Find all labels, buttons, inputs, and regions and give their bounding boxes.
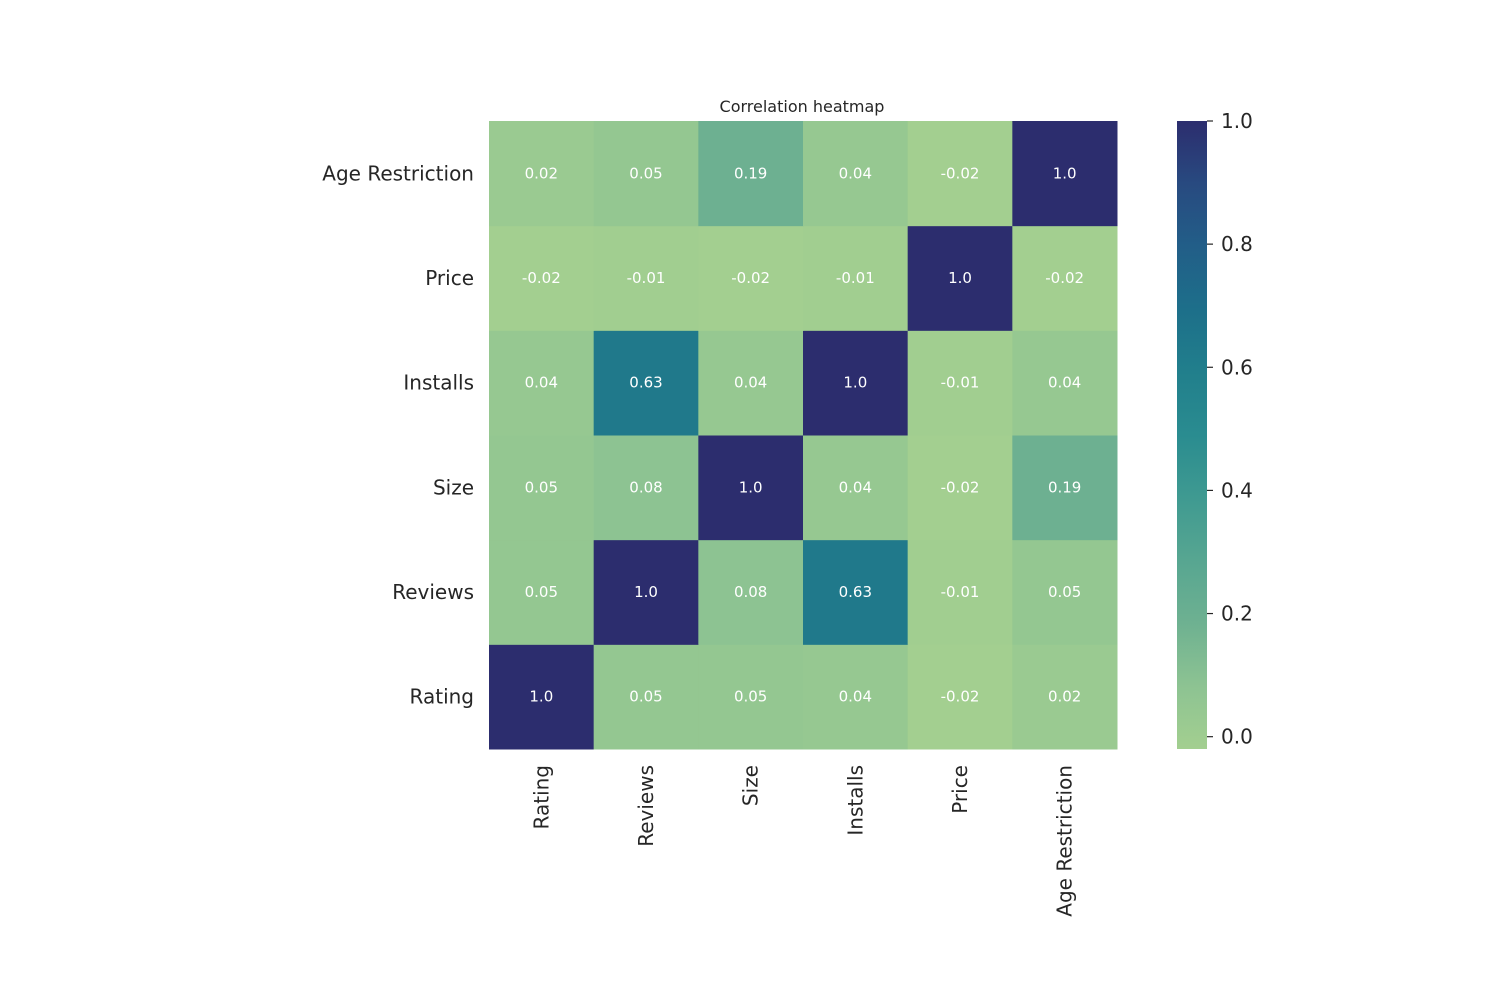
heatmap-cell bbox=[1012, 225, 1118, 331]
x-tick-label: Size bbox=[739, 765, 763, 806]
cell-value-label: -0.02 bbox=[522, 269, 561, 287]
colorbar: 0.0 0.2 0.4 0.6 0.8 1.0 bbox=[1177, 109, 1253, 749]
heatmap-cell bbox=[698, 644, 804, 750]
cell-value-label: 0.63 bbox=[839, 583, 872, 601]
heatmap-cell bbox=[1012, 644, 1118, 750]
y-tick-label: Reviews bbox=[392, 580, 474, 604]
heatmap-cell bbox=[803, 539, 909, 645]
heatmap-cell bbox=[593, 435, 699, 541]
colorbar-tick-label: 0.6 bbox=[1221, 355, 1253, 379]
chart-title: Correlation heatmap bbox=[720, 97, 885, 116]
colorbar-tick-label: 0.2 bbox=[1221, 602, 1253, 626]
cell-value-label: 0.04 bbox=[839, 688, 872, 706]
heatmap-cell bbox=[907, 225, 1013, 331]
cell-value-label: 1.0 bbox=[1053, 164, 1077, 182]
cell-value-label: -0.02 bbox=[941, 688, 980, 706]
cell-value-label: 1.0 bbox=[948, 269, 972, 287]
heatmap-cell bbox=[698, 121, 804, 227]
x-axis-tick-labels: Rating Reviews Size Installs Price Age Restri… bbox=[529, 765, 1076, 917]
cell-value-label: -0.01 bbox=[627, 269, 666, 287]
heatmap-cells: 1.0 0.05 0.05 0.04 -0.02 0.02 0.05 1.0 0.08 0.63 -… bbox=[489, 121, 1118, 750]
heatmap-cell bbox=[803, 225, 909, 331]
heatmap-cell bbox=[907, 539, 1013, 645]
heatmap-cell bbox=[593, 539, 699, 645]
heatmap-cell bbox=[489, 121, 595, 227]
colorbar-gradient bbox=[1177, 121, 1207, 749]
cell-value-label: 0.05 bbox=[734, 688, 767, 706]
cell-value-label: 0.05 bbox=[629, 164, 662, 182]
cell-value-label: 0.19 bbox=[1048, 478, 1081, 496]
cell-value-label: 0.04 bbox=[839, 478, 872, 496]
cell-value-label: -0.02 bbox=[1045, 269, 1084, 287]
y-axis-tick-labels: Rating Reviews Size Installs Price Age Restri… bbox=[322, 161, 474, 708]
cell-value-label: 0.04 bbox=[1048, 374, 1081, 392]
heatmap-cell bbox=[489, 330, 595, 436]
cell-value-label: 0.19 bbox=[734, 164, 767, 182]
heatmap-cell bbox=[1012, 121, 1118, 227]
cell-value-label: 1.0 bbox=[634, 583, 658, 601]
heatmap-cell bbox=[907, 330, 1013, 436]
y-tick-label: Price bbox=[425, 266, 474, 290]
heatmap-cell bbox=[698, 435, 804, 541]
y-tick-label: Size bbox=[433, 475, 474, 499]
cell-value-label: 0.04 bbox=[734, 374, 767, 392]
heatmap-cell bbox=[489, 644, 595, 750]
heatmap-cell bbox=[803, 435, 909, 541]
x-tick-label: Installs bbox=[843, 765, 867, 836]
heatmap-cell bbox=[1012, 330, 1118, 436]
colorbar-tick-label: 0.8 bbox=[1221, 232, 1253, 256]
colorbar-tick-label: 1.0 bbox=[1221, 109, 1253, 133]
heatmap-cell bbox=[1012, 435, 1118, 541]
cell-value-label: 0.05 bbox=[525, 478, 558, 496]
heatmap-cell bbox=[698, 225, 804, 331]
heatmap-cell bbox=[907, 644, 1013, 750]
cell-value-label: 1.0 bbox=[739, 478, 763, 496]
y-tick-label: Age Restriction bbox=[322, 161, 474, 185]
heatmap-cell bbox=[698, 539, 804, 645]
cell-value-label: 0.08 bbox=[629, 478, 662, 496]
heatmap-cell bbox=[803, 121, 909, 227]
cell-value-label: 1.0 bbox=[529, 688, 553, 706]
cell-value-label: -0.02 bbox=[731, 269, 770, 287]
heatmap-cell bbox=[803, 644, 909, 750]
heatmap-cell bbox=[593, 225, 699, 331]
cell-value-label: 0.02 bbox=[1048, 688, 1081, 706]
cell-value-label: 0.05 bbox=[629, 688, 662, 706]
cell-value-label: 1.0 bbox=[843, 374, 867, 392]
x-tick-label: Price bbox=[948, 765, 972, 814]
cell-value-label: 0.63 bbox=[629, 374, 662, 392]
heatmap-cell bbox=[593, 121, 699, 227]
cell-value-label: -0.02 bbox=[941, 164, 980, 182]
heatmap-cell bbox=[593, 644, 699, 750]
cell-value-label: -0.02 bbox=[941, 478, 980, 496]
x-tick-label: Rating bbox=[529, 765, 553, 829]
heatmap-cell bbox=[1012, 539, 1118, 645]
cell-value-label: 0.05 bbox=[525, 583, 558, 601]
colorbar-tick-label: 0.0 bbox=[1221, 725, 1253, 749]
heatmap-cell bbox=[907, 435, 1013, 541]
x-tick-label: Reviews bbox=[634, 765, 658, 847]
cell-value-label: 0.05 bbox=[1048, 583, 1081, 601]
x-tick-label: Age Restriction bbox=[1053, 765, 1077, 917]
colorbar-tick-label: 0.4 bbox=[1221, 478, 1253, 502]
cell-value-label: -0.01 bbox=[941, 583, 980, 601]
heatmap-cell bbox=[489, 539, 595, 645]
cell-value-label: 0.02 bbox=[525, 164, 558, 182]
heatmap-cell bbox=[698, 330, 804, 436]
y-tick-label: Rating bbox=[410, 685, 474, 709]
cell-value-label: 0.08 bbox=[734, 583, 767, 601]
heatmap-cell bbox=[489, 435, 595, 541]
heatmap-cell bbox=[593, 330, 699, 436]
cell-value-label: -0.01 bbox=[941, 374, 980, 392]
cell-value-label: 0.04 bbox=[839, 164, 872, 182]
y-tick-label: Installs bbox=[403, 371, 474, 395]
cell-value-label: -0.01 bbox=[836, 269, 875, 287]
heatmap-cell bbox=[803, 330, 909, 436]
heatmap-cell bbox=[907, 121, 1013, 227]
heatmap-cell bbox=[489, 225, 595, 331]
cell-value-label: 0.04 bbox=[525, 374, 558, 392]
